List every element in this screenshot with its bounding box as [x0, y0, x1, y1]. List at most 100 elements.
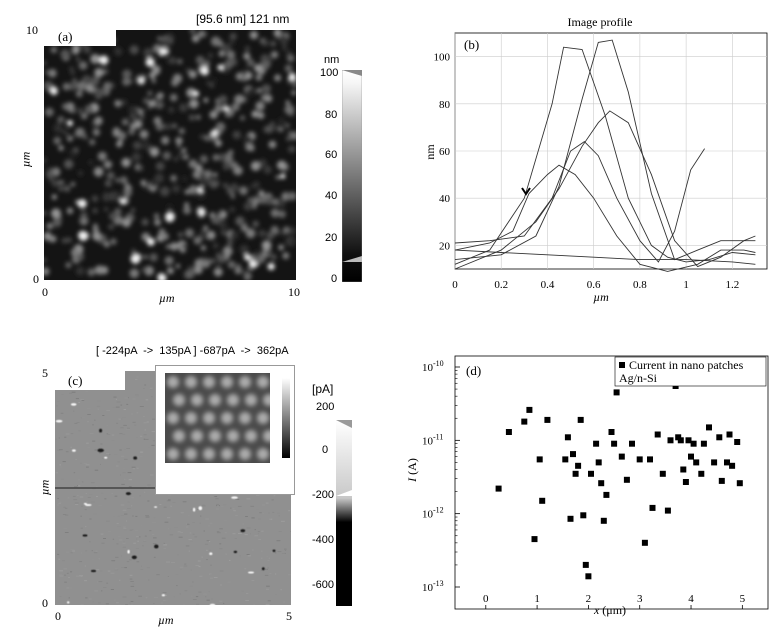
panel-a-label: (a) — [58, 29, 73, 45]
scatter-point — [664, 507, 671, 514]
panel-d-label: (d) — [466, 363, 481, 378]
profile-chart: Image profile 0 0.2 0.4 0.6 0.8 1 1.2 20 40 60 80 1… — [423, 15, 768, 304]
panel-a-colorbar-unit: nm — [324, 54, 340, 66]
afm-topography-image — [44, 30, 296, 280]
legend-sample-label: Ag/n-Si — [619, 371, 658, 385]
scatter-point — [690, 440, 697, 447]
scatter-point — [580, 512, 587, 519]
panel-a-xtick-left: 0 — [42, 285, 48, 299]
scatter-ytick-label: 10-11 — [422, 432, 443, 447]
scatter-point — [495, 485, 502, 492]
scatter-plot-frame — [454, 355, 769, 610]
panel-a-ylabel: µm — [18, 151, 33, 168]
scatter-point — [736, 480, 743, 487]
panel-a-ytick-bottom: 0 — [33, 272, 39, 286]
profile-series-line-2 — [454, 39, 756, 261]
panel-c-label: (c) — [68, 373, 83, 389]
scatter-point — [613, 389, 620, 396]
panel-a-cbar-tick-80: 80 — [325, 109, 338, 121]
scatter-xtick-label: 1 — [534, 593, 540, 605]
profile-ylabel: nm — [423, 144, 437, 160]
scatter-point — [562, 456, 569, 463]
panel-a-header: [95.6 nm] 121 nm — [196, 12, 290, 26]
panel-a-colorbar — [342, 70, 362, 282]
profile-ytick-label: 60 — [439, 146, 451, 158]
scatter-point — [700, 440, 707, 447]
profile-xlabel: µm — [593, 290, 609, 304]
scatter-point — [611, 440, 618, 447]
scatter-point — [680, 466, 687, 473]
panel-c-colorbar — [336, 420, 352, 606]
panel-a-cbar-tick-40: 40 — [325, 190, 338, 202]
scatter-point — [649, 504, 656, 511]
panel-c-ylabel: µm — [37, 479, 52, 496]
profile-ytick-label: 100 — [434, 52, 451, 64]
panel-a-cbar-tick-20: 20 — [325, 232, 338, 244]
scatter-point — [577, 416, 584, 423]
panel-c-cbar-tick-m600: -600 — [312, 579, 335, 591]
scatter-point — [588, 470, 594, 477]
panel-c: [ -224pA -> 135pA ] -687pA -> 362pA (c) … — [0, 330, 380, 632]
scatter-point — [531, 536, 538, 543]
scatter-point — [698, 470, 705, 477]
panel-c-xtick-right: 5 — [286, 609, 292, 623]
scatter-point — [585, 573, 592, 580]
profile-xtick-label: 0.6 — [587, 279, 601, 291]
profile-grid — [454, 33, 767, 269]
scatter-ytick-label: 10-13 — [422, 579, 444, 594]
scatter-point — [575, 462, 582, 469]
panel-a-label-box — [44, 28, 116, 46]
panel-a-cbar-tick-0: 0 — [331, 273, 338, 285]
inset-colorbar — [282, 378, 290, 458]
scatter-point — [718, 477, 725, 484]
scatter-point — [685, 437, 692, 444]
panel-b-label: (b) — [464, 37, 479, 52]
panel-a-xlabel: µm — [159, 291, 175, 305]
scatter-point — [544, 416, 551, 423]
scatter-xtick-label: 3 — [637, 593, 643, 605]
panel-a-xtick-right: 10 — [288, 285, 300, 299]
panel-c-cbar-tick-m200: -200 — [312, 489, 335, 501]
scatter-xtick-label: 5 — [740, 593, 746, 605]
scatter-xtick-label: 2 — [586, 593, 592, 605]
panel-a-cbar-tick-100: 100 — [320, 67, 339, 79]
scatter-point — [636, 456, 643, 463]
panel-c-cbar-tick-200: 200 — [316, 401, 335, 413]
panel-d: 0 1 2 3 4 5 10-10 10-11 10-12 10-13 x (μm) I (A) … — [400, 330, 778, 632]
scatter-point — [693, 459, 700, 466]
profile-ytick-label: 80 — [439, 99, 451, 111]
scatter-xtick-label: 4 — [688, 593, 694, 605]
scatter-point — [726, 431, 733, 438]
scatter-point — [667, 437, 674, 444]
panel-c-ytick-top: 5 — [42, 366, 48, 380]
panel-a-ytick-top: 10 — [26, 23, 38, 37]
scatter-ytick-label: 10-12 — [422, 506, 444, 521]
scatter-point — [659, 470, 666, 477]
scatter-point — [734, 439, 741, 445]
scatter-point — [567, 515, 574, 522]
scatter-point — [570, 451, 576, 458]
scatter-point — [682, 479, 689, 485]
legend-box — [614, 356, 767, 387]
scatter-point — [603, 491, 610, 498]
scatter-point — [564, 434, 571, 441]
scatter-point — [706, 424, 712, 431]
panel-c-label-box — [55, 370, 125, 390]
scatter-point — [711, 459, 718, 466]
scatter-point — [572, 470, 579, 477]
profile-xtick-label: 0.8 — [633, 279, 647, 291]
panel-c-header: [ -224pA -> 135pA ] -687pA -> 362pA — [96, 345, 289, 357]
panel-c-ytick-bottom: 0 — [42, 596, 48, 610]
profile-series-line-3 — [454, 141, 705, 263]
scatter-point — [618, 453, 625, 460]
scatter-ylabel: I (A) — [405, 458, 419, 483]
panel-c-cbar-tick-m400: -400 — [312, 534, 335, 546]
scatter-point — [647, 456, 653, 463]
scatter-point — [505, 429, 512, 435]
profile-series-line-5 — [454, 164, 756, 272]
profile-ytick-label: 20 — [439, 240, 451, 252]
scatter-point — [629, 440, 635, 447]
scatter-point — [600, 517, 607, 524]
scatter-point — [598, 480, 605, 487]
